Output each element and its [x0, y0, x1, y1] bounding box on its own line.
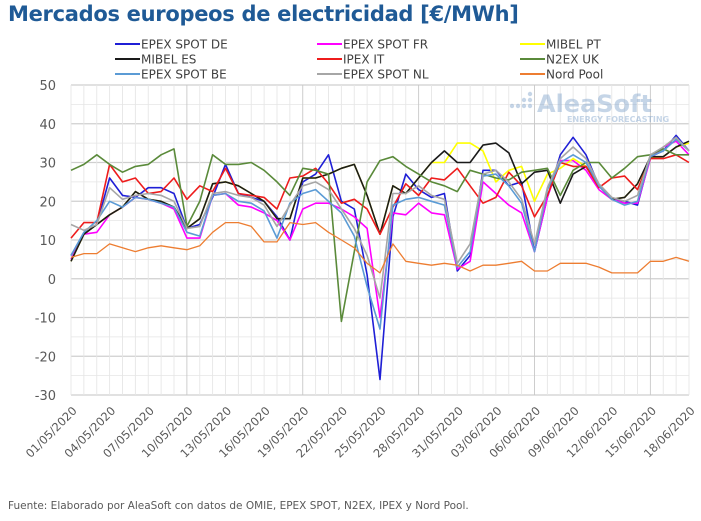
legend-item: EPEX SPOT NL — [317, 68, 429, 82]
y-tick-label: 30 — [39, 157, 56, 172]
legend-label: Nord Pool — [546, 68, 603, 82]
legend-label: EPEX SPOT FR — [343, 38, 428, 52]
legend-label: EPEX SPOT NL — [343, 68, 429, 82]
legend-label: N2EX UK — [546, 53, 600, 67]
y-tick-label: 10 — [39, 234, 56, 249]
legend-label: EPEX SPOT DE — [141, 38, 228, 52]
chart-title: Mercados europeos de electricidad [€/MWh… — [8, 2, 519, 26]
y-tick-label: 0 — [48, 273, 56, 288]
legend-item: MIBEL ES — [115, 53, 196, 67]
grid — [70, 84, 690, 396]
legend: EPEX SPOT DE EPEX SPOT FR MIBEL PT MIBEL ES… — [115, 38, 603, 82]
source-note: Fuente: Elaborado por AleaSoft con datos… — [8, 500, 469, 512]
x-axis: 01/05/202004/05/202007/05/202010/05/2020… — [23, 404, 698, 461]
watermark-brand: AleaSoft — [537, 90, 652, 118]
legend-item: MIBEL PT — [520, 38, 601, 52]
series-line-epex-spot-nl — [70, 136, 690, 299]
y-tick-label: -20 — [35, 350, 56, 365]
legend-item: EPEX SPOT BE — [115, 68, 227, 82]
series-lines — [70, 134, 690, 381]
legend-label: IPEX IT — [343, 53, 385, 67]
y-tick-label: -30 — [35, 389, 56, 404]
series-line-epex-spot-be — [70, 138, 690, 330]
legend-item: EPEX SPOT FR — [317, 38, 428, 52]
legend-item: Nord Pool — [520, 68, 603, 82]
legend-label: EPEX SPOT BE — [141, 68, 227, 82]
legend-item: N2EX UK — [520, 53, 600, 67]
y-axis: 50 40 30 20 10 0 -10 -20 -30 — [35, 79, 56, 404]
series-line-nord-pool — [70, 221, 690, 274]
y-tick-label: 20 — [39, 195, 56, 210]
aleasoft-watermark: AleaSoft ENERGY FORECASTING — [509, 90, 669, 124]
legend-label: MIBEL ES — [141, 53, 196, 67]
aleasoft-logo-icon — [509, 91, 533, 109]
y-tick-label: 50 — [39, 79, 56, 94]
y-tick-label: 40 — [39, 118, 56, 133]
watermark-tagline: ENERGY FORECASTING — [567, 115, 669, 124]
line-chart: AleaSoft ENERGY FORECASTING 50 40 30 20 10 0 -… — [23, 38, 698, 461]
series-line-epex-spot-de — [70, 134, 690, 381]
series-line-epex-spot-fr — [70, 140, 690, 319]
y-tick-label: -10 — [35, 312, 56, 327]
legend-item: IPEX IT — [317, 53, 385, 67]
legend-item: EPEX SPOT DE — [115, 38, 228, 52]
series-line-ipex-it — [70, 154, 690, 239]
legend-label: MIBEL PT — [546, 38, 601, 52]
